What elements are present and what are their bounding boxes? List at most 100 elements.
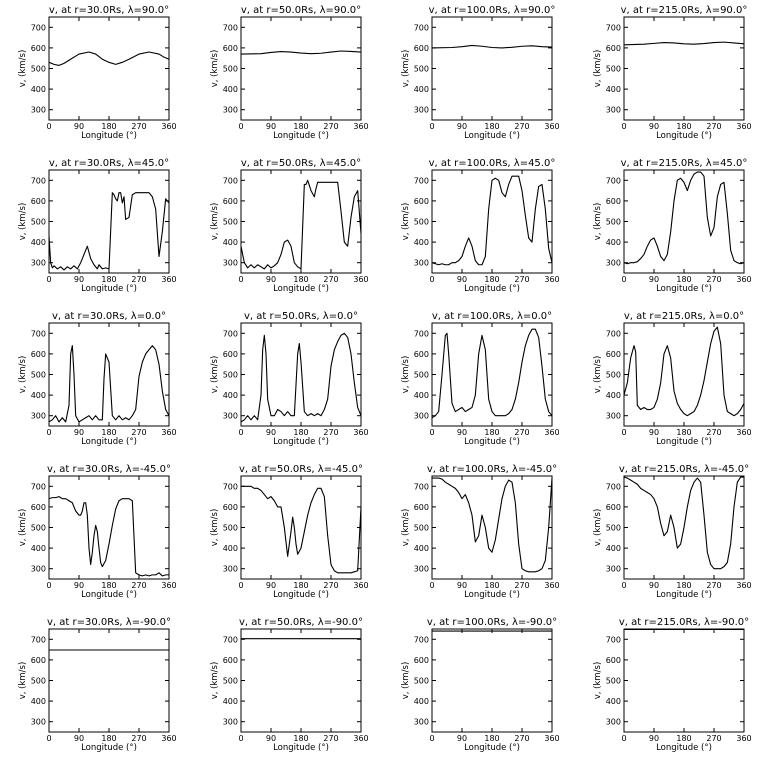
- x-tick-label: 180: [676, 734, 691, 743]
- x-tick-label: 360: [736, 734, 751, 743]
- y-tick-label: 300: [606, 565, 621, 574]
- y-tick-label: 700: [414, 482, 429, 491]
- x-tick-label: 90: [266, 122, 276, 131]
- series-line: [49, 496, 169, 577]
- plot-frame: [431, 475, 553, 580]
- y-tick-label: 600: [606, 503, 621, 512]
- y-tick-label: 600: [223, 656, 238, 665]
- x-tick-label: 270: [514, 581, 529, 590]
- y-tick-label: 300: [414, 565, 429, 574]
- x-tick-label: 180: [484, 275, 499, 284]
- x-axis-label: Longitude (°): [273, 437, 329, 447]
- y-tick-label: 600: [223, 44, 238, 53]
- x-tick-label: 90: [74, 275, 84, 284]
- x-tick-label: 0: [429, 581, 434, 590]
- x-axis-label: Longitude (°): [656, 284, 712, 294]
- x-tick-label: 180: [101, 581, 116, 590]
- y-tick-label: 500: [31, 218, 46, 227]
- y-tick-label: 700: [223, 329, 238, 338]
- x-tick-label: 360: [353, 428, 368, 437]
- series-line: [432, 477, 552, 573]
- x-axis-label: Longitude (°): [273, 284, 329, 294]
- x-tick-label: 90: [266, 734, 276, 743]
- plot-frame: [431, 628, 553, 733]
- chart-title: v, at r=215.0Rs, λ=90.0°: [621, 5, 748, 16]
- y-tick-label: 600: [31, 656, 46, 665]
- x-tick-label: 270: [706, 122, 721, 131]
- x-tick-label: 90: [266, 581, 276, 590]
- x-tick-label: 0: [238, 734, 243, 743]
- y-tick-label: 300: [223, 412, 238, 421]
- y-tick-label: 400: [223, 544, 238, 553]
- x-tick-label: 90: [649, 275, 659, 284]
- y-axis-label: v, (km/s): [593, 50, 603, 88]
- x-tick-label: 0: [621, 581, 626, 590]
- x-tick-label: 360: [161, 581, 176, 590]
- series-line: [49, 192, 169, 271]
- y-tick-label: 300: [606, 259, 621, 268]
- plot-frame: [431, 16, 553, 121]
- x-tick-label: 0: [621, 275, 626, 284]
- y-tick-label: 500: [414, 677, 429, 686]
- chart-title: v, at r=100.0Rs, λ=-90.0°: [427, 617, 557, 628]
- plot-frame: [48, 322, 170, 427]
- x-tick-label: 0: [46, 275, 51, 284]
- x-tick-label: 90: [266, 428, 276, 437]
- chart-title: v, at r=50.0Rs, λ=45.0°: [241, 158, 361, 169]
- x-tick-label: 0: [46, 734, 51, 743]
- x-tick-label: 180: [293, 581, 308, 590]
- chart-panel: 0 90 180 270 360 300 400 500 600 700 v, at r=50.0R…: [210, 311, 369, 447]
- y-tick-label: 500: [606, 524, 621, 533]
- x-tick-label: 360: [736, 275, 751, 284]
- y-tick-label: 500: [31, 371, 46, 380]
- y-tick-label: 300: [31, 718, 46, 727]
- x-tick-label: 0: [238, 275, 243, 284]
- x-axis-label: Longitude (°): [273, 743, 329, 753]
- y-tick-label: 300: [223, 565, 238, 574]
- chart-title: v, at r=215.0Rs, λ=-90.0°: [619, 617, 749, 628]
- plot-frame: [623, 628, 745, 733]
- y-axis-label: v, (km/s): [18, 662, 28, 700]
- series-line: [432, 175, 552, 266]
- y-tick-label: 400: [606, 697, 621, 706]
- y-tick-label: 600: [31, 350, 46, 359]
- y-tick-label: 600: [223, 350, 238, 359]
- x-tick-label: 180: [293, 275, 308, 284]
- y-tick-label: 300: [414, 718, 429, 727]
- x-tick-label: 270: [323, 734, 338, 743]
- y-tick-label: 300: [223, 106, 238, 115]
- x-tick-label: 90: [266, 275, 276, 284]
- y-tick-label: 500: [223, 65, 238, 74]
- series-line: [241, 50, 361, 55]
- x-tick-label: 180: [484, 122, 499, 131]
- chart-title: v, at r=30.0Rs, λ=45.0°: [49, 158, 169, 169]
- x-tick-label: 90: [74, 581, 84, 590]
- y-tick-label: 700: [606, 176, 621, 185]
- y-tick-label: 400: [223, 238, 238, 247]
- y-tick-label: 500: [31, 677, 46, 686]
- y-tick-label: 400: [31, 391, 46, 400]
- y-tick-label: 500: [414, 371, 429, 380]
- y-axis-label: v, (km/s): [593, 203, 603, 241]
- plot-frame: [623, 16, 745, 121]
- x-tick-label: 0: [238, 122, 243, 131]
- x-tick-label: 90: [74, 122, 84, 131]
- series-line: [49, 51, 169, 66]
- y-tick-label: 700: [31, 23, 46, 32]
- chart-title: v, at r=30.0Rs, λ=0.0°: [52, 311, 166, 322]
- y-tick-label: 500: [414, 524, 429, 533]
- y-tick-label: 500: [31, 524, 46, 533]
- x-tick-label: 90: [649, 122, 659, 131]
- x-tick-label: 360: [544, 122, 559, 131]
- x-tick-label: 90: [457, 581, 467, 590]
- x-tick-label: 360: [544, 275, 559, 284]
- x-tick-label: 180: [676, 428, 691, 437]
- y-tick-label: 400: [223, 697, 238, 706]
